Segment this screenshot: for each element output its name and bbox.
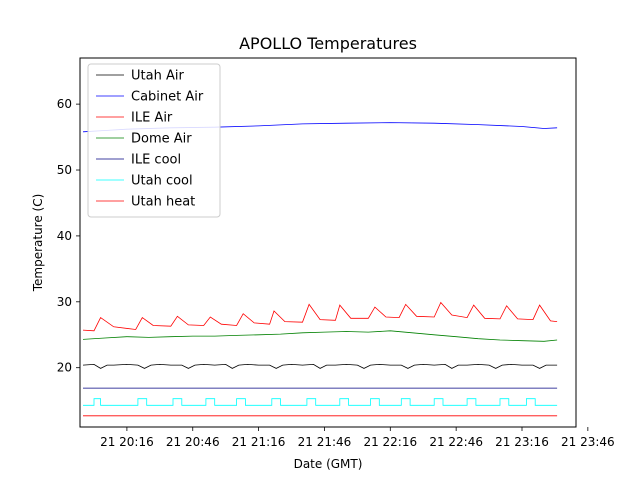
y-axis-label: Temperature (C) <box>31 194 45 293</box>
y-tick-label: 20 <box>57 361 72 375</box>
x-tick-label: 21 21:46 <box>298 435 352 449</box>
y-tick-label: 50 <box>57 163 72 177</box>
y-tick-label: 40 <box>57 229 72 243</box>
x-tick-label: 21 21:16 <box>232 435 286 449</box>
legend-label-ile-air: ILE Air <box>131 111 173 126</box>
legend: Utah Air Cabinet Air ILE Air Dome Air ILE co… <box>87 63 221 218</box>
series-line-dome-air <box>82 330 558 342</box>
y-tick-label: 60 <box>57 97 72 111</box>
series-line-utah-air <box>82 363 558 369</box>
series-line-utah-cool <box>83 398 558 406</box>
y-axis-ticks: 20 30 40 50 60 <box>57 97 80 375</box>
chart-title: APOLLO Temperatures <box>239 34 417 53</box>
x-tick-label: 21 22:16 <box>363 435 417 449</box>
series-line-ile-air <box>82 301 558 332</box>
legend-label-ile-cool: ILE cool <box>131 153 181 168</box>
x-tick-label: 21 23:46 <box>561 435 615 449</box>
x-axis-label: Date (GMT) <box>294 457 363 471</box>
x-tick-label: 21 23:16 <box>495 435 549 449</box>
x-tick-label: 21 22:46 <box>429 435 483 449</box>
legend-label-utah-heat: Utah heat <box>131 195 195 210</box>
y-tick-label: 30 <box>57 295 72 309</box>
legend-label-cabinet-air: Cabinet Air <box>131 90 204 105</box>
legend-label-dome-air: Dome Air <box>131 132 192 147</box>
legend-box <box>87 63 221 218</box>
x-axis-ticks: 21 20:16 21 20:46 21 21:16 21 21:46 21 22:16… <box>100 427 615 449</box>
x-tick-label: 21 20:16 <box>100 435 154 449</box>
legend-label-utah-air: Utah Air <box>131 69 184 84</box>
legend-label-utah-cool: Utah cool <box>131 174 193 189</box>
plot-frame <box>79 57 577 428</box>
x-tick-label: 21 20:46 <box>166 435 220 449</box>
